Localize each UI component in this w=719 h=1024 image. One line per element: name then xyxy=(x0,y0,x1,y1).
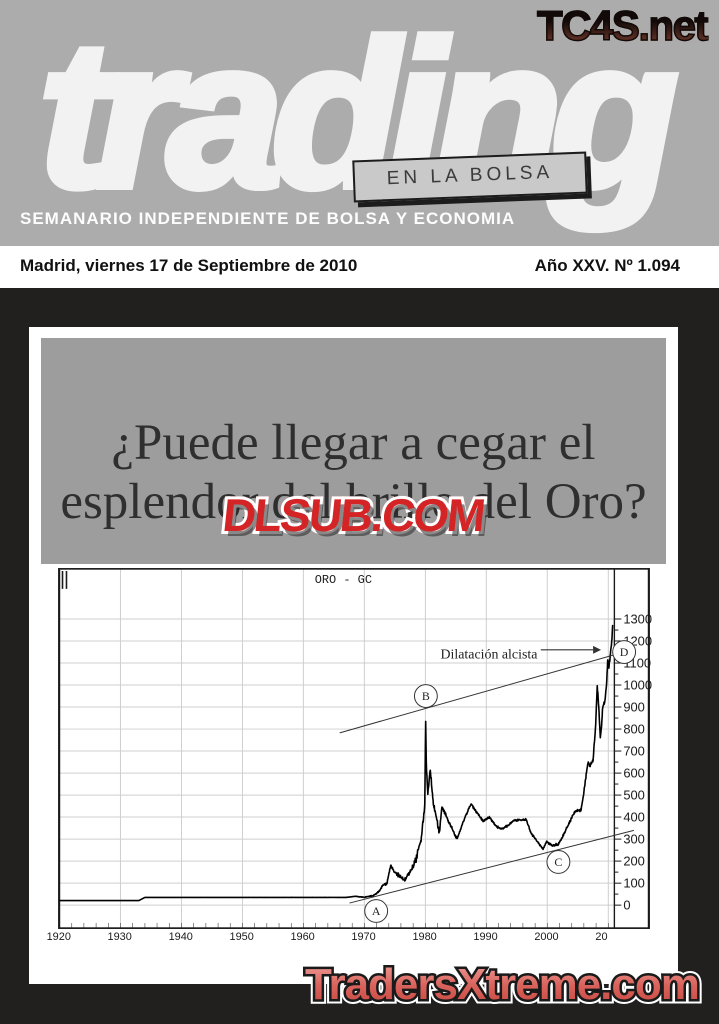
svg-text:400: 400 xyxy=(623,810,645,825)
svg-text:1970: 1970 xyxy=(351,931,375,943)
svg-text:0: 0 xyxy=(623,898,630,913)
svg-text:2000: 2000 xyxy=(534,931,558,943)
svg-text:1000: 1000 xyxy=(623,677,652,692)
svg-text:20: 20 xyxy=(595,931,607,943)
svg-text:900: 900 xyxy=(623,699,645,714)
svg-text:600: 600 xyxy=(623,766,645,781)
svg-text:1990: 1990 xyxy=(473,931,497,943)
svg-text:500: 500 xyxy=(623,788,645,803)
svg-text:1300: 1300 xyxy=(623,611,652,626)
svg-text:1960: 1960 xyxy=(290,931,314,943)
svg-text:C: C xyxy=(554,855,562,869)
svg-text:Dilatación alcista: Dilatación alcista xyxy=(440,647,537,662)
svg-text:300: 300 xyxy=(623,832,645,847)
svg-text:1920: 1920 xyxy=(47,931,71,943)
svg-text:B: B xyxy=(422,689,430,703)
svg-text:200: 200 xyxy=(623,854,645,869)
svg-text:1980: 1980 xyxy=(412,931,436,943)
svg-text:ORO - GC: ORO - GC xyxy=(315,573,372,587)
svg-text:100: 100 xyxy=(623,876,645,891)
svg-text:D: D xyxy=(620,645,629,659)
svg-text:A: A xyxy=(372,904,381,918)
svg-text:700: 700 xyxy=(623,744,645,759)
svg-text:800: 800 xyxy=(623,722,645,737)
svg-text:1950: 1950 xyxy=(230,931,254,943)
svg-text:1940: 1940 xyxy=(169,931,193,943)
svg-text:1930: 1930 xyxy=(108,931,132,943)
